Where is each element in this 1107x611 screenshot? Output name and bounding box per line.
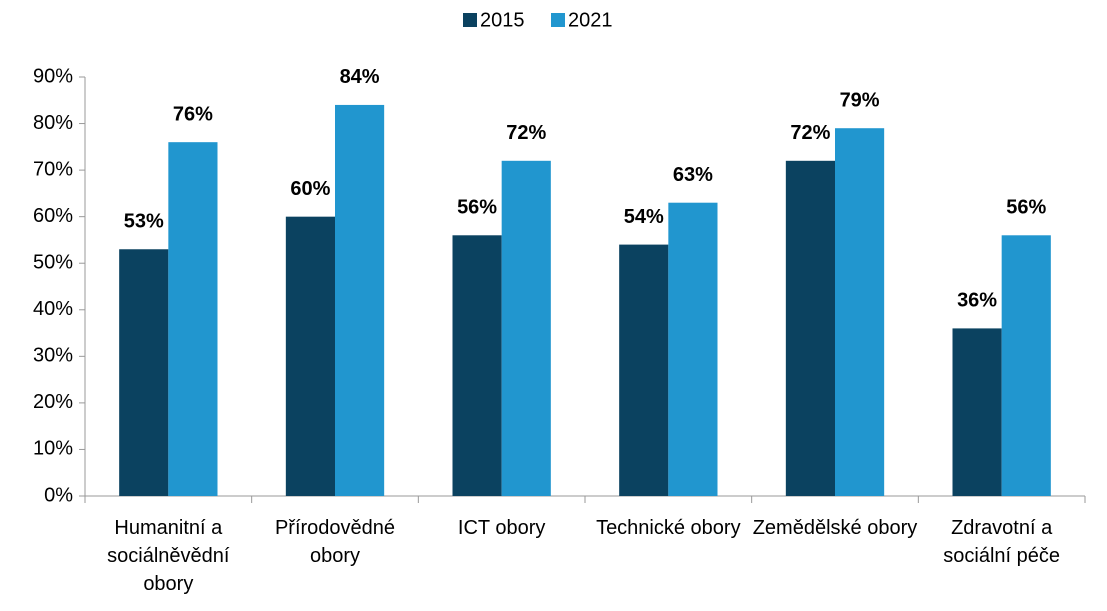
value-label: 54% <box>624 206 664 228</box>
x-tick-label: Zdravotní a sociální péče <box>943 517 1061 567</box>
bar <box>168 142 218 496</box>
x-tick-label: ICT obory <box>457 517 546 539</box>
bar <box>119 249 169 496</box>
x-tick-label-box: Zdravotní a sociální péče <box>943 517 1061 567</box>
bar <box>619 244 669 496</box>
y-tick-label: 40% <box>33 298 73 320</box>
x-tick-label-box: Přírodovědné obory <box>274 517 396 567</box>
x-tick-label: Přírodovědné obory <box>274 517 396 567</box>
y-tick-label: 30% <box>33 345 73 367</box>
value-label: 36% <box>957 290 997 312</box>
legend-label: 2021 <box>568 9 613 31</box>
bar <box>835 128 885 496</box>
bar <box>1001 235 1051 497</box>
bar <box>335 104 385 496</box>
x-tick-label-box: Humanitní a sociálněvědní obory <box>107 517 230 595</box>
legend-swatch <box>551 13 565 27</box>
y-tick-label: 80% <box>33 112 73 134</box>
x-tick-label-box: Technické obory <box>596 517 741 539</box>
y-tick-label: 0% <box>44 484 73 506</box>
bar <box>285 216 335 496</box>
value-label: 63% <box>673 164 713 186</box>
value-label: 56% <box>1006 197 1046 219</box>
x-tick-label: Technické obory <box>596 517 741 539</box>
y-tick-label: 60% <box>33 205 73 227</box>
value-label: 60% <box>290 178 330 200</box>
x-tick-label: Humanitní a sociálněvědní obory <box>107 517 230 595</box>
value-label: 53% <box>124 211 164 233</box>
value-label: 72% <box>790 122 830 144</box>
bar <box>785 160 835 497</box>
legend-swatch <box>463 13 477 27</box>
x-tick-label-box: Zemědělské obory <box>752 517 918 539</box>
y-tick-label: 50% <box>33 252 73 274</box>
bar <box>952 328 1002 496</box>
x-tick-label: Zemědělské obory <box>752 517 918 539</box>
bar <box>501 160 551 497</box>
legend-label: 2015 <box>480 9 525 31</box>
value-label: 72% <box>506 122 546 144</box>
y-tick-label: 20% <box>33 391 73 413</box>
value-label: 84% <box>340 66 380 88</box>
value-label: 79% <box>840 89 880 111</box>
value-label: 56% <box>457 197 497 219</box>
bar <box>452 235 502 497</box>
value-label: 76% <box>173 103 213 125</box>
y-tick-label: 70% <box>33 158 73 180</box>
x-tick-label-box: ICT obory <box>457 517 546 539</box>
y-tick-label: 90% <box>33 65 73 87</box>
bar <box>668 202 718 496</box>
y-tick-label: 10% <box>33 438 73 460</box>
